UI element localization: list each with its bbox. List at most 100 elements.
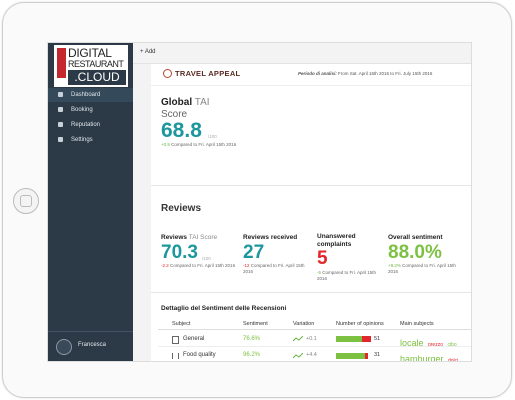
menu-label: Dashboard bbox=[71, 92, 101, 98]
metric-label: Overall sentiment bbox=[388, 234, 443, 241]
change-compare: Compared to Fri. April 15th 2016 bbox=[317, 270, 377, 281]
trend-icon bbox=[293, 353, 303, 359]
user-name: Francesca bbox=[78, 342, 107, 348]
global-value: 68.8 bbox=[161, 119, 202, 142]
opinion-bar-positive bbox=[336, 336, 362, 342]
menu-icon bbox=[58, 136, 63, 142]
global-title-strong: Global bbox=[161, 97, 193, 108]
column-header: Variation bbox=[293, 321, 315, 327]
metric-change: -2.2 Compared to Fri. April 15th 2016 bbox=[161, 263, 239, 269]
metric-change: -12 Compared to Fri. April 15th 2016 bbox=[243, 263, 315, 275]
menu-item[interactable]: Dashboard bbox=[48, 88, 133, 102]
menu-icon bbox=[58, 106, 63, 112]
metric-change: -5 Compared to Fri. April 15th 2016 bbox=[317, 270, 385, 282]
opinion-bar-negative bbox=[365, 353, 368, 359]
cell-subject: Food quality bbox=[183, 352, 216, 358]
subject-tag: locale bbox=[400, 338, 424, 348]
menu-label: Booking bbox=[71, 107, 93, 113]
divider bbox=[151, 85, 471, 86]
menu-item[interactable]: Reputation bbox=[48, 118, 133, 132]
subject-tag: hamburger bbox=[400, 354, 444, 362]
metric-value: 27 bbox=[243, 242, 265, 263]
menu-item[interactable]: Settings bbox=[48, 133, 133, 147]
global-title-light: TAI bbox=[194, 97, 210, 108]
subject-tag: prezzo bbox=[427, 342, 443, 348]
table-rule bbox=[158, 346, 471, 347]
metric-change: +9.2% Compared to Fri. April 15th 2016 bbox=[388, 263, 464, 275]
cell-variation: +4.4 bbox=[306, 352, 317, 358]
menu-label: Reputation bbox=[71, 122, 101, 128]
logo-text: DIGITAL bbox=[68, 46, 112, 60]
metric-value: 5 bbox=[317, 248, 328, 269]
metric-value: 70.3 bbox=[161, 242, 198, 263]
divider bbox=[151, 292, 471, 293]
toolbar: + Add bbox=[133, 43, 471, 64]
metric-label-light: TAI Score bbox=[188, 234, 218, 241]
change-compare: Compared to Fri. April 15th 2016 bbox=[171, 142, 237, 147]
brand-icon bbox=[163, 69, 172, 78]
column-header: Number of opinions bbox=[336, 321, 384, 327]
period: Periodo di analisi: From Sat. April 16th… bbox=[298, 71, 432, 76]
metric-label: Reviews TAI Score bbox=[161, 234, 217, 241]
trend-icon bbox=[293, 336, 303, 342]
home-button-icon bbox=[20, 195, 32, 207]
change-value: +9.2% bbox=[388, 263, 401, 268]
global-change: +0.9 Compared to Fri. April 15th 2016 bbox=[161, 142, 241, 148]
global-title: Global TAI bbox=[161, 97, 210, 108]
cell-variation: +0.1 bbox=[306, 336, 317, 342]
screen: DIGITAL RESTAURANT .CLOUD Dashboard Book… bbox=[47, 42, 472, 362]
table-title: Dettaglio del Sentiment delle Recensioni bbox=[161, 305, 287, 312]
column-header: Main subjects bbox=[400, 321, 434, 327]
home-button[interactable] bbox=[13, 188, 39, 214]
menu-label: Settings bbox=[71, 137, 93, 143]
reviews-title: Reviews bbox=[161, 203, 202, 214]
brand: TRAVEL APPEAL bbox=[175, 69, 241, 78]
metric-label: Unanswered complaints bbox=[317, 233, 356, 248]
cell-opinions: 51 bbox=[374, 336, 381, 342]
change-value: +0.9 bbox=[161, 142, 170, 147]
avatar[interactable] bbox=[56, 339, 72, 355]
add-button[interactable]: + Add bbox=[140, 49, 156, 55]
cell-subjects: locale prezzo cibo bbox=[400, 333, 457, 351]
change-compare: Compared to Fri. April 15th 2016 bbox=[243, 263, 305, 274]
divider bbox=[151, 185, 471, 186]
change-compare: Compared to Fri. April 15th 2016 bbox=[388, 263, 456, 274]
column-header: Sentiment bbox=[243, 321, 268, 327]
metric-label-strong: Reviews bbox=[161, 234, 188, 241]
change-value: -12 bbox=[243, 263, 250, 268]
global-title-2: Score bbox=[161, 109, 188, 120]
logo-text: RESTAURANT bbox=[68, 59, 124, 69]
cell-sentiment: 96.2% bbox=[243, 352, 261, 358]
opinion-bar-positive bbox=[336, 353, 365, 359]
row-icon bbox=[172, 336, 179, 344]
change-compare: Compared to Fri. April 15th 2016 bbox=[170, 263, 236, 268]
metric-label: Reviews received bbox=[243, 234, 298, 241]
content-margin bbox=[133, 64, 151, 361]
change-value: -5 bbox=[317, 270, 322, 275]
column-header: Subject bbox=[172, 321, 191, 327]
global-max: /100 bbox=[208, 134, 217, 139]
menu-item[interactable]: Booking bbox=[48, 103, 133, 117]
cell-sentiment: 76.6% bbox=[243, 336, 261, 342]
logo-text: .CLOUD bbox=[68, 70, 126, 85]
logo: DIGITAL RESTAURANT .CLOUD bbox=[54, 45, 128, 87]
subject-tag: cibo bbox=[447, 342, 457, 348]
cell-subject: General bbox=[183, 336, 205, 342]
metric-value: 88.0% bbox=[388, 242, 442, 263]
period-label: Periodo di analisi: bbox=[298, 71, 337, 76]
logo-icon bbox=[57, 48, 66, 78]
change-value: -2.2 bbox=[161, 263, 169, 268]
opinion-bar-negative bbox=[362, 336, 371, 342]
sidebar: DIGITAL RESTAURANT .CLOUD Dashboard Book… bbox=[48, 43, 133, 361]
table-rule bbox=[158, 329, 471, 330]
metric-max: /100 bbox=[202, 256, 211, 261]
divider bbox=[48, 331, 133, 332]
subject-tag: dolci bbox=[447, 358, 459, 362]
cell-subjects: hamburger dolci bbox=[400, 349, 459, 362]
menu-icon bbox=[58, 91, 63, 97]
cell-opinions: 31 bbox=[374, 352, 381, 358]
menu-icon bbox=[58, 121, 63, 127]
period-text: From Sat. April 16th 2016 to Fri. July 1… bbox=[338, 71, 433, 76]
row-icon bbox=[172, 353, 179, 359]
